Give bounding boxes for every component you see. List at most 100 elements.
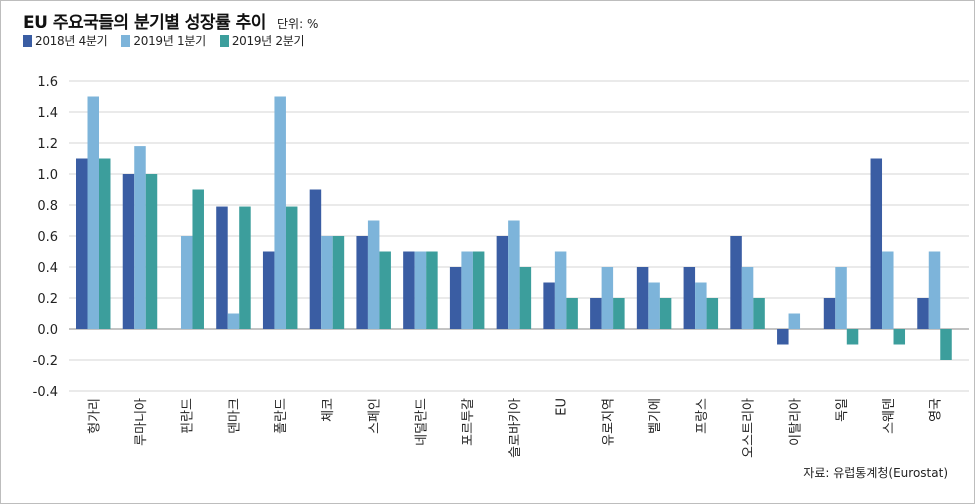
bar-2018q4: [636, 267, 649, 329]
bar-2018q4: [496, 236, 509, 329]
x-category-label: 프랑스: [695, 398, 710, 434]
y-tick-label: 0.6: [37, 230, 58, 245]
legend-item-2019q2: 2019년 2분기: [219, 32, 305, 49]
x-category-label: 오스트리아: [742, 398, 757, 458]
bar-2018q4: [262, 251, 275, 329]
bar-2019q2: [940, 329, 952, 360]
legend-swatch-2018q4: [23, 34, 32, 47]
x-category-label: 헝가리: [87, 398, 102, 434]
x-category-label: 벨기에: [648, 398, 663, 434]
bar-2018q4: [777, 329, 789, 345]
x-category-label: 핀란드: [181, 398, 196, 434]
bar-2018q4: [449, 267, 462, 329]
bar-2019q2: [613, 298, 625, 329]
bar-2019q1: [835, 267, 847, 329]
x-category-label: 유로지역: [601, 398, 616, 446]
legend-item-2018q4: 2018년 4분기: [23, 32, 108, 49]
x-category-label: 독일: [835, 398, 850, 422]
bar-2018q4: [543, 282, 555, 329]
x-category-label: 덴마크: [227, 398, 242, 434]
y-tick-label: -0.4: [33, 385, 58, 400]
bar-2018q4: [403, 251, 415, 329]
bar-2019q1: [367, 220, 380, 329]
bar-2019q1: [648, 282, 660, 329]
bar-2019q1: [695, 282, 707, 329]
bar-2018q4: [76, 158, 88, 329]
y-tick-label: 0.8: [37, 199, 58, 214]
bar-2019q2: [145, 174, 158, 329]
y-tick-label: 1.6: [37, 75, 58, 90]
bar-2019q2: [846, 329, 859, 345]
x-category-label: EU: [555, 398, 570, 416]
bar-2019q2: [239, 206, 251, 329]
bar-2019q1: [741, 267, 754, 329]
bar-2019q2: [519, 267, 532, 329]
bar-2019q1: [928, 251, 941, 329]
source-note: 자료: 유럽통계청(Eurostat): [803, 466, 948, 480]
legend-label-2019q1: 2019년 1분기: [133, 34, 206, 48]
bar-2019q2: [332, 236, 345, 329]
chart-legend: 2018년 4분기 2019년 1분기 2019년 2분기: [23, 32, 305, 49]
legend-label-2018q4: 2018년 4분기: [35, 34, 108, 48]
bar-2019q2: [426, 251, 438, 329]
bar-2019q2: [566, 298, 578, 329]
bar-2019q1: [461, 251, 473, 329]
bar-2019q1: [554, 251, 567, 329]
y-tick-label: 0.4: [37, 261, 58, 276]
bar-2019q2: [893, 329, 906, 345]
bar-2019q1: [414, 251, 427, 329]
bar-2019q1: [601, 267, 614, 329]
bar-2019q2: [99, 158, 111, 329]
x-category-label: 체코: [321, 398, 336, 422]
bar-2019q2: [472, 251, 485, 329]
x-category-label: 포르투갈: [461, 398, 476, 446]
bar-2019q2: [192, 189, 204, 329]
bar-2018q4: [917, 298, 929, 329]
bar-2019q1: [882, 251, 894, 329]
legend-label-2019q2: 2019년 2분기: [231, 34, 305, 48]
unit-label: 단위: %: [277, 17, 319, 31]
bar-2019q2: [285, 206, 298, 329]
y-tick-label: 1.0: [37, 168, 58, 183]
bar-2019q1: [87, 96, 99, 329]
legend-swatch-2019q1: [121, 34, 131, 47]
bar-2019q2: [379, 251, 391, 329]
y-tick-label: 0.2: [37, 292, 58, 307]
x-category-label: 스웨덴: [882, 398, 897, 434]
legend-swatch-2019q2: [219, 34, 229, 47]
bar-2019q1: [227, 313, 240, 329]
bar-2018q4: [730, 236, 742, 329]
bar-2018q4: [356, 236, 368, 329]
bar-2018q4: [216, 206, 228, 329]
bar-2018q4: [870, 158, 883, 329]
bar-2019q1: [274, 96, 286, 329]
bar-2019q1: [134, 146, 146, 329]
y-tick-label: 1.4: [37, 106, 58, 121]
bar-2019q1: [508, 220, 520, 329]
x-category-label: 폴란드: [274, 398, 289, 434]
x-category-label: 영국: [929, 398, 944, 422]
bar-2019q1: [788, 313, 801, 329]
bar-2019q2: [706, 298, 719, 329]
bar-2018q4: [683, 267, 696, 329]
chart-header: EU 주요국들의 분기별 성장률 추이 단위: %: [23, 8, 318, 33]
x-category-label: 이탈리아: [788, 398, 803, 446]
chart-title: EU 주요국들의 분기별 성장률 추이: [23, 13, 266, 33]
x-category-label: 루마니아: [134, 398, 149, 446]
bar-2019q1: [180, 236, 193, 329]
x-category-label: 슬로바키아: [508, 398, 523, 458]
bar-2019q2: [753, 298, 765, 329]
bar-2018q4: [590, 298, 602, 329]
bar-2018q4: [823, 298, 836, 329]
x-category-label: 스페인: [368, 398, 383, 434]
bar-2018q4: [309, 189, 322, 329]
x-category-label: 네덜란드: [414, 398, 429, 446]
bar-2019q2: [659, 298, 672, 329]
bar-2019q1: [321, 236, 333, 329]
y-tick-label: 1.2: [37, 137, 58, 152]
legend-item-2019q1: 2019년 1분기: [121, 32, 206, 49]
y-tick-label: 0.0: [37, 323, 58, 338]
bar-2018q4: [122, 174, 135, 329]
